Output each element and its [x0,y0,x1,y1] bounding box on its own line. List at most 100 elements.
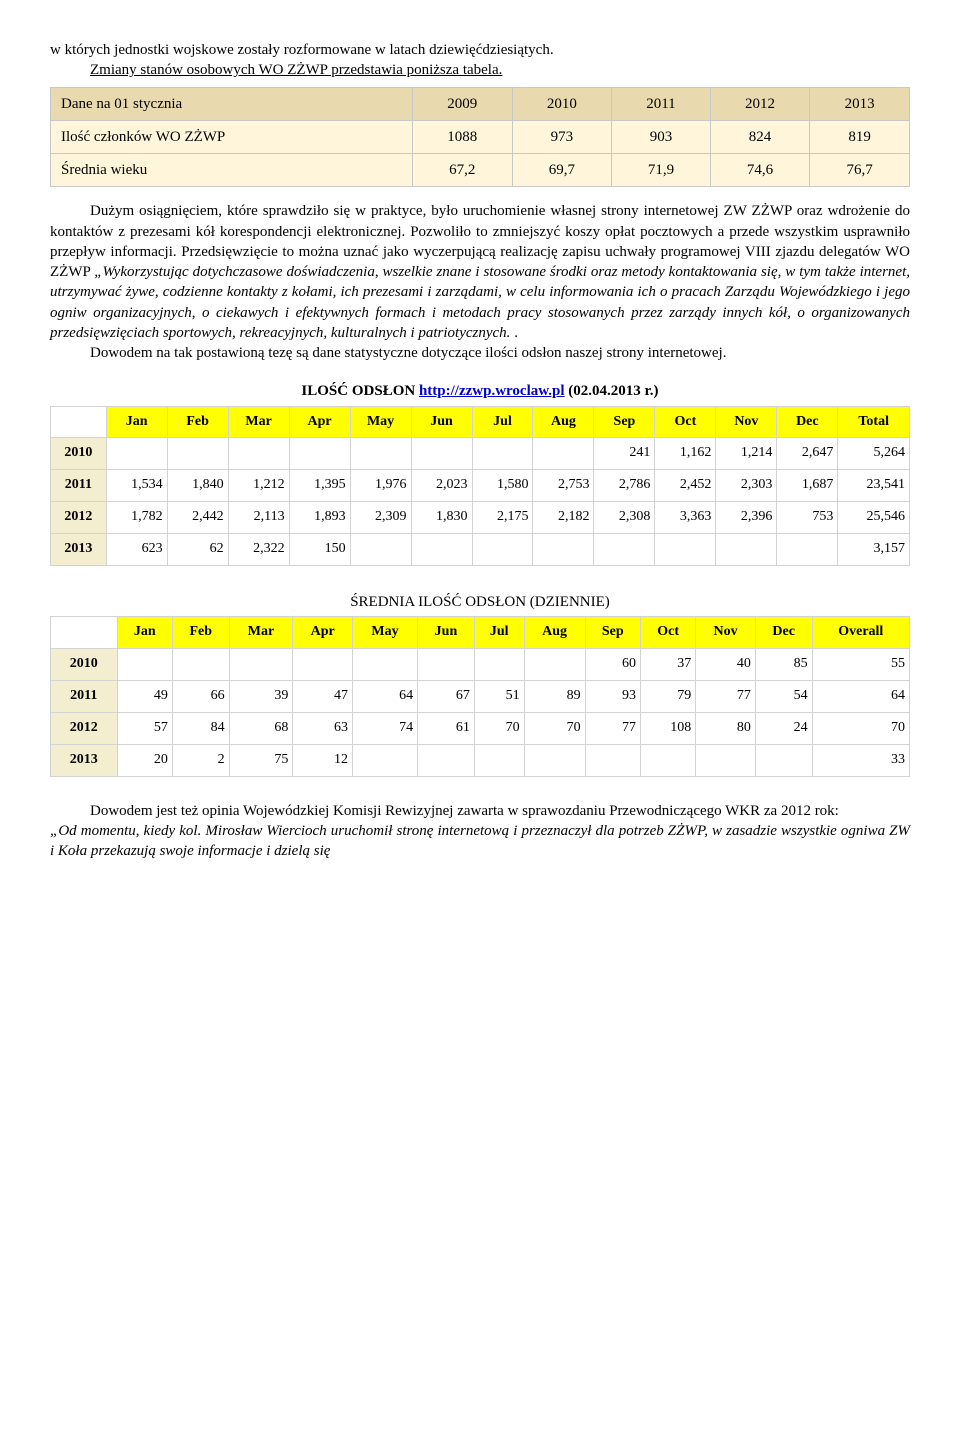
tbl2-r1-v12: 23,541 [838,470,910,502]
tbl3-m7: Aug [524,617,585,649]
tbl2-corner [51,406,107,438]
tbl1-year-4: 2013 [810,87,910,120]
tbl3-r2-v9: 108 [640,712,695,744]
tbl3-m11: Dec [755,617,812,649]
tbl2-r0-v0 [106,438,167,470]
tbl2-r1-year: 2011 [51,470,107,502]
tbl3-r2-v10: 80 [696,712,756,744]
tbl2-r0-v10: 1,214 [716,438,777,470]
tbl2-r1-v0: 1,534 [106,470,167,502]
tbl2-r2-v9: 3,363 [655,502,716,534]
tbl3-r3-v10 [696,744,756,776]
table-row: 2012 1,782 2,442 2,113 1,893 2,309 1,830… [51,502,910,534]
table3-title: ŚREDNIA ILOŚĆ ODSŁON (DZIENNIE) [50,592,910,612]
table-row: 2010 241 1,162 1,214 2,647 5,264 [51,438,910,470]
tbl3-m6: Jul [474,617,524,649]
tbl1-row1-v2: 71,9 [612,154,711,187]
tbl3-r3-v9 [640,744,695,776]
tbl2-r3-v11 [777,534,838,566]
tbl3-r0-v12: 55 [812,649,909,681]
tbl3-r2-v6: 70 [474,712,524,744]
tbl3-m8: Sep [585,617,640,649]
tbl2-r3-v2: 2,322 [228,534,289,566]
tbl3-m1: Feb [172,617,229,649]
tbl2-m10: Nov [716,406,777,438]
tbl3-r1-v8: 93 [585,680,640,712]
tbl2-r2-v1: 2,442 [167,502,228,534]
tbl2-m7: Aug [533,406,594,438]
tbl2-m5: Jun [411,406,472,438]
tbl1-row0-v3: 824 [710,120,810,153]
tbl3-r0-v2 [229,649,293,681]
tbl2-r3-v0: 623 [106,534,167,566]
tbl2-r1-v10: 2,303 [716,470,777,502]
tbl2-r2-v10: 2,396 [716,502,777,534]
tbl2-r1-v11: 1,687 [777,470,838,502]
tbl2-r0-v3 [289,438,350,470]
tbl2-r0-v5 [411,438,472,470]
tbl2-r1-v1: 1,840 [167,470,228,502]
tbl1-row0-v0: 1088 [412,120,512,153]
tbl3-r3-v2: 75 [229,744,293,776]
tbl3-r3-v0: 20 [117,744,172,776]
tbl2-r2-year: 2012 [51,502,107,534]
table2-title-prefix: ILOŚĆ ODSŁON [301,383,419,399]
tbl2-r3-v10 [716,534,777,566]
tbl2-r2-v12: 25,546 [838,502,910,534]
intro-line-2: Zmiany stanów osobowych WO ZŻWP przedsta… [50,60,910,80]
tbl2-r2-v11: 753 [777,502,838,534]
table-row: 2012 57 84 68 63 74 61 70 70 77 108 80 2… [51,712,910,744]
tbl2-r3-v7 [533,534,594,566]
tbl2-m1: Feb [167,406,228,438]
tbl3-r1-v5: 67 [418,680,475,712]
tbl3-r0-v10: 40 [696,649,756,681]
tbl2-r3-v3: 150 [289,534,350,566]
tbl3-m9: Oct [640,617,695,649]
tbl2-r1-v8: 2,786 [594,470,655,502]
paragraph-1: Dużym osiągnięciem, które sprawdziło się… [50,201,910,343]
tbl3-m2: Mar [229,617,293,649]
tbl3-r2-v0: 57 [117,712,172,744]
tbl2-r1-v2: 1,212 [228,470,289,502]
tbl3-r2-v1: 84 [172,712,229,744]
tbl2-m11: Dec [777,406,838,438]
closing-p2: „Od momentu, kiedy kol. Mirosław Wiercio… [50,821,910,862]
tbl3-r0-v3 [293,649,353,681]
tbl3-r1-v11: 54 [755,680,812,712]
tbl2-r0-v9: 1,162 [655,438,716,470]
tbl3-r3-v12: 33 [812,744,909,776]
tbl2-r3-v12: 3,157 [838,534,910,566]
tbl3-m5: Jun [418,617,475,649]
tbl2-r3-v6 [472,534,533,566]
tbl2-r0-v2 [228,438,289,470]
tbl1-row0-label: Ilość członków WO ZŻWP [51,120,413,153]
table2-title-link[interactable]: http://zzwp.wroclaw.pl [419,383,565,399]
tbl1-row1-v1: 69,7 [512,154,612,187]
tbl2-m3: Apr [289,406,350,438]
tbl2-m12: Total [838,406,910,438]
tbl3-r1-year: 2011 [51,680,118,712]
tbl2-r3-v8 [594,534,655,566]
tbl2-r3-v9 [655,534,716,566]
tbl2-r3-v4 [350,534,411,566]
tbl3-r2-v12: 70 [812,712,909,744]
tbl3-r1-v2: 39 [229,680,293,712]
tbl3-r1-v3: 47 [293,680,353,712]
tbl2-r0-v11: 2,647 [777,438,838,470]
tbl2-m2: Mar [228,406,289,438]
tbl3-r1-v1: 66 [172,680,229,712]
tbl1-year-3: 2012 [710,87,810,120]
tbl1-year-0: 2009 [412,87,512,120]
tbl2-r1-v9: 2,452 [655,470,716,502]
tbl2-r2-v7: 2,182 [533,502,594,534]
tbl3-r0-v7 [524,649,585,681]
tbl1-header-label: Dane na 01 stycznia [51,87,413,120]
tbl2-r0-v1 [167,438,228,470]
tbl2-m9: Oct [655,406,716,438]
tbl2-r3-v1: 62 [167,534,228,566]
tbl2-r0-v12: 5,264 [838,438,910,470]
tbl3-r3-v8 [585,744,640,776]
tbl3-r0-v6 [474,649,524,681]
tbl3-r0-v4 [352,649,417,681]
table-row: 2011 49 66 39 47 64 67 51 89 93 79 77 54… [51,680,910,712]
